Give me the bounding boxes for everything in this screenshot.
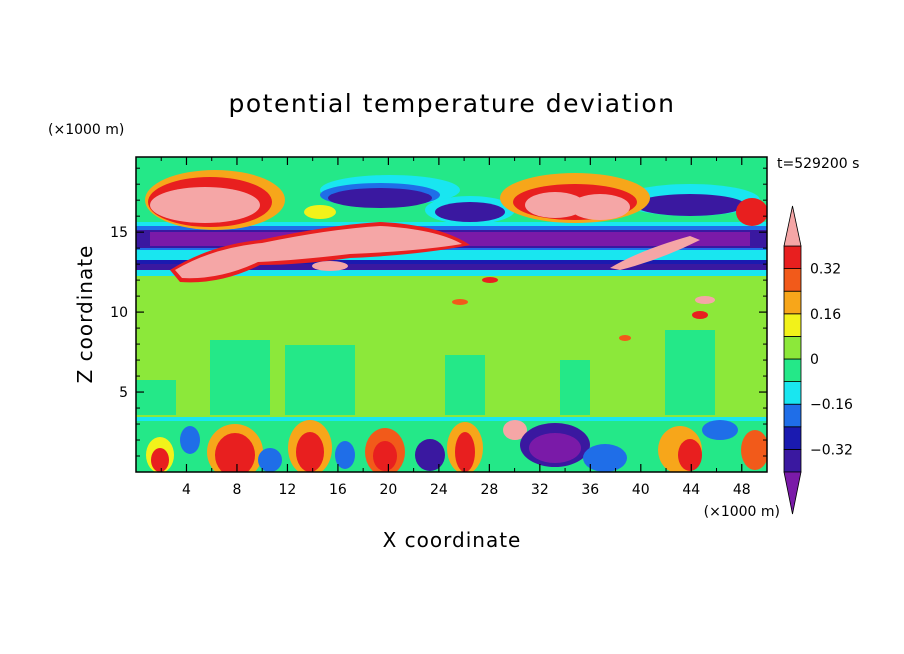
x-tick-label: 28 bbox=[480, 482, 498, 498]
field-cold bbox=[335, 441, 355, 469]
colorbar-tick-label: 0.16 bbox=[810, 307, 841, 323]
colorbar-segment bbox=[783, 245, 802, 270]
colorbar-tick-label: −0.16 bbox=[810, 397, 853, 413]
field-mid-patch bbox=[665, 330, 715, 415]
field-mid-patch bbox=[560, 360, 590, 415]
x-unit-label: (×1000 m) bbox=[704, 504, 780, 520]
field-plume bbox=[215, 433, 255, 472]
colorbar-segment bbox=[783, 358, 802, 383]
field-top-cyan bbox=[136, 157, 767, 179]
x-tick-label: 36 bbox=[581, 482, 599, 498]
field-small-patch bbox=[695, 296, 715, 304]
field-cold bbox=[529, 433, 581, 463]
field-warm-blob bbox=[570, 194, 630, 220]
field-warm-blob bbox=[304, 205, 336, 219]
x-tick-label: 24 bbox=[430, 482, 448, 498]
y-tick-label: 15 bbox=[110, 225, 128, 241]
field-blob-navy bbox=[328, 188, 432, 208]
x-tick-label: 32 bbox=[531, 482, 549, 498]
colorbar-segment bbox=[783, 313, 802, 337]
plot-frame bbox=[135, 156, 768, 473]
colorbar-lower-extension bbox=[783, 471, 802, 515]
field-cold bbox=[415, 439, 445, 471]
x-tick-label: 16 bbox=[329, 482, 347, 498]
field-cold bbox=[583, 444, 627, 472]
x-tick-label: 40 bbox=[632, 482, 650, 498]
colorbar-segment bbox=[783, 268, 802, 292]
field-blob-navy bbox=[635, 194, 745, 216]
x-tick-label: 48 bbox=[733, 482, 751, 498]
x-tick-label: 12 bbox=[279, 482, 297, 498]
y-axis-label: Z coordinate bbox=[73, 245, 97, 384]
field-pink-streak bbox=[610, 236, 700, 270]
field-plume bbox=[151, 448, 169, 472]
field-warm-blob bbox=[736, 198, 767, 226]
field-small-patch bbox=[452, 299, 468, 305]
x-axis-label: X coordinate bbox=[383, 528, 522, 552]
heatmap-field bbox=[136, 157, 767, 472]
field-plume bbox=[373, 441, 397, 471]
field-plume bbox=[296, 432, 324, 472]
field-bl-line bbox=[136, 417, 767, 421]
field-pink-streak bbox=[312, 261, 348, 271]
colorbar-tick-label: 0.32 bbox=[810, 262, 841, 278]
field-mid-patch bbox=[285, 345, 355, 415]
x-tick-label: 4 bbox=[182, 482, 191, 498]
colorbar-upper-extension bbox=[783, 205, 802, 247]
field-warm-blob bbox=[150, 187, 260, 223]
colorbar-tick-label: 0 bbox=[810, 352, 819, 368]
field-small-patch bbox=[482, 277, 498, 283]
field-band-navy2 bbox=[136, 264, 767, 270]
field-small-patch bbox=[692, 311, 708, 319]
time-label: t=529200 s bbox=[777, 156, 859, 172]
field-mid-patch bbox=[210, 340, 270, 415]
colorbar-segment bbox=[783, 426, 802, 450]
chart-title: potential temperature deviation bbox=[229, 89, 676, 118]
y-axis: 5 10 15 bbox=[110, 167, 767, 457]
colorbar: 0.32 0.16 0 −0.16 −0.32 bbox=[783, 205, 853, 515]
colorbar-tick-label: −0.32 bbox=[810, 442, 853, 458]
colorbar-segment bbox=[783, 335, 802, 360]
field-plume bbox=[503, 420, 527, 440]
field-mid-patch bbox=[136, 380, 176, 415]
colorbar-segment bbox=[783, 381, 802, 405]
x-tick-label: 20 bbox=[379, 482, 397, 498]
x-tick-label: 44 bbox=[682, 482, 700, 498]
field-plume bbox=[741, 430, 767, 470]
field-cold bbox=[258, 448, 282, 472]
field-band-cyan2 bbox=[136, 252, 767, 260]
x-tick-label: 8 bbox=[232, 482, 241, 498]
y-unit-label: (×1000 m) bbox=[48, 122, 124, 138]
x-axis: 4 8 12 16 20 24 28 32 36 40 44 48 bbox=[160, 157, 751, 498]
colorbar-segment bbox=[783, 290, 802, 315]
field-cold bbox=[702, 420, 738, 440]
field-mid-patch bbox=[445, 355, 485, 415]
field-small-patch bbox=[619, 335, 631, 341]
colorbar-segment bbox=[783, 448, 802, 473]
field-band-blue2 bbox=[136, 260, 767, 266]
field-blob-navy bbox=[435, 202, 505, 222]
field-plume bbox=[455, 432, 475, 472]
y-tick-label: 10 bbox=[110, 305, 128, 321]
field-plume bbox=[678, 439, 702, 471]
field-warm-blob bbox=[525, 192, 585, 218]
colorbar-segment bbox=[783, 403, 802, 428]
field-cold bbox=[180, 426, 200, 454]
field-pink-streak bbox=[175, 226, 462, 279]
y-tick-label: 5 bbox=[119, 385, 128, 401]
field-band-cyan3 bbox=[136, 270, 767, 276]
